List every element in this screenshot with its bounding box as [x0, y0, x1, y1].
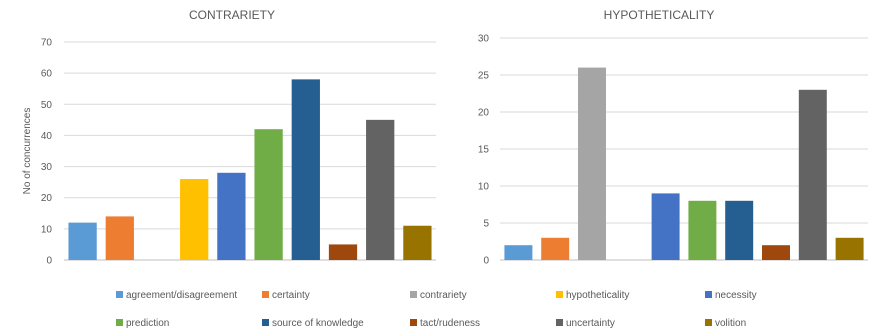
- chart-panel-2: HYPOTHETICALITY 0 5 10 15 20 25 30: [478, 8, 868, 267]
- legend-swatch: [116, 291, 123, 298]
- y-tick-label: 70: [41, 38, 53, 49]
- y-tick-label: 20: [41, 193, 53, 204]
- legend-swatch: [116, 319, 123, 326]
- y-tick-label: 0: [46, 256, 52, 267]
- legend-item: volition: [705, 318, 746, 329]
- y-tick-label: 20: [478, 108, 490, 119]
- bar-necessity: [651, 193, 680, 260]
- y-axis-title: No of concurrences: [22, 108, 33, 195]
- legend-swatch: [262, 291, 269, 298]
- legend-label: uncertainty: [566, 318, 615, 329]
- y-tick-label: 5: [483, 219, 489, 230]
- y-tick-label: 40: [41, 131, 53, 142]
- legend-swatch: [705, 319, 712, 326]
- bar-hypotheticality: [180, 179, 209, 260]
- y-tick-label: 25: [478, 71, 490, 82]
- y-tick-label: 30: [41, 162, 53, 173]
- bar-prediction: [688, 200, 717, 260]
- y-tick-label: 10: [478, 182, 490, 193]
- bar-necessity: [217, 172, 246, 260]
- bar-volition: [403, 225, 432, 260]
- bar-uncertainty: [366, 119, 395, 260]
- bar-agreement-disagreement: [68, 222, 97, 260]
- legend-item: agreement/disagreement: [116, 290, 237, 301]
- y-tick-label: 0: [483, 256, 489, 267]
- legend-label: source of knowledge: [272, 318, 364, 329]
- bar-prediction: [254, 129, 283, 260]
- legend-label: tact/rudeness: [420, 318, 480, 329]
- y-tick-label: 10: [41, 224, 53, 235]
- bar-certainty: [541, 237, 570, 260]
- legend-swatch: [410, 291, 417, 298]
- legend-item: prediction: [116, 318, 169, 329]
- legend-swatch: [262, 319, 269, 326]
- chart-panel-1: CONTRARIETY 0 10 20 30 40 50 60 70 No of concurre…: [22, 8, 436, 267]
- legend-swatch: [705, 291, 712, 298]
- legend-item: necessity: [705, 290, 757, 301]
- y-tick-label: 60: [41, 69, 53, 80]
- chart-title: CONTRARIETY: [189, 8, 275, 22]
- legend-item: uncertainty: [556, 318, 615, 329]
- legend-label: prediction: [126, 318, 169, 329]
- legend-item: tact/rudeness: [410, 318, 480, 329]
- legend-item: certainty: [262, 290, 310, 301]
- legend-label: certainty: [272, 290, 310, 301]
- legend-swatch: [556, 291, 563, 298]
- legend-label: volition: [715, 318, 746, 329]
- y-tick-label: 50: [41, 100, 53, 111]
- legend: agreement/disagreement certainty contrarie…: [116, 290, 757, 329]
- legend-item: source of knowledge: [262, 318, 364, 329]
- bar-agreement-disagreement: [504, 245, 533, 260]
- legend-label: hypotheticality: [566, 290, 629, 301]
- bar-tact-rudeness: [328, 244, 358, 260]
- bar-source-of-knowledge: [725, 200, 754, 260]
- legend-swatch: [410, 319, 417, 326]
- bar-uncertainty: [798, 89, 827, 260]
- bar-tact-rudeness: [762, 245, 790, 260]
- bar-volition: [835, 237, 864, 260]
- legend-swatch: [556, 319, 563, 326]
- bar-contrariety: [578, 67, 606, 260]
- legend-label: agreement/disagreement: [126, 290, 237, 301]
- bar-certainty: [105, 216, 134, 260]
- y-tick-label: 30: [478, 34, 490, 45]
- bar-source-of-knowledge: [291, 79, 320, 260]
- legend-item: contrariety: [410, 290, 467, 301]
- legend-item: hypotheticality: [556, 290, 629, 301]
- legend-label: contrariety: [420, 290, 467, 301]
- y-tick-label: 15: [478, 145, 490, 156]
- chart-title: HYPOTHETICALITY: [604, 8, 715, 22]
- legend-label: necessity: [715, 290, 757, 301]
